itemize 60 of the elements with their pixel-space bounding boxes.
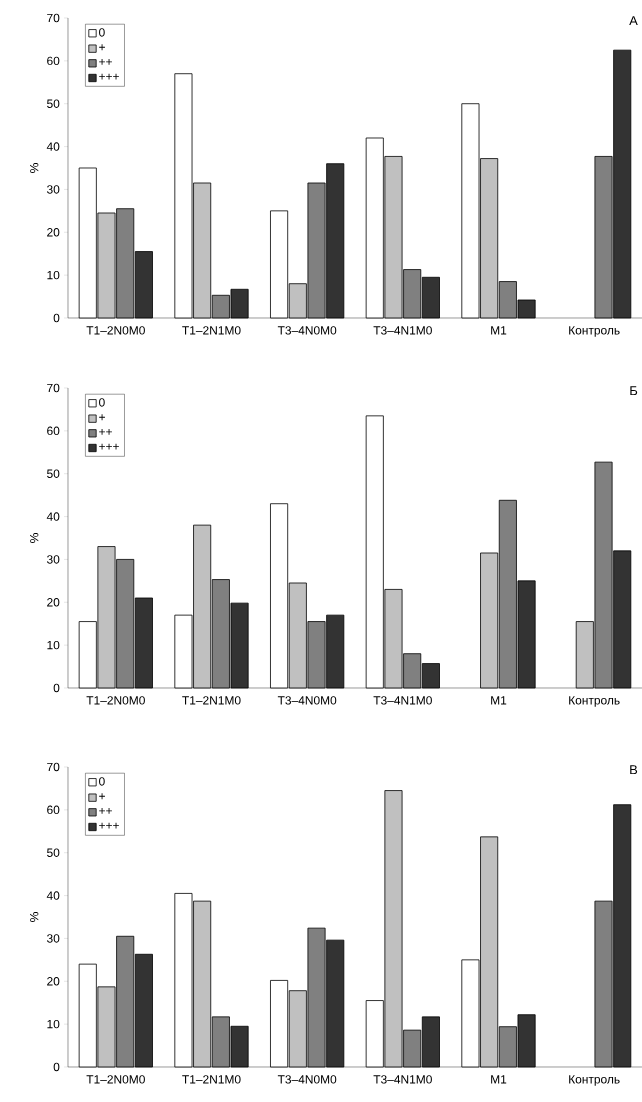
y-tick-label: 20 (47, 598, 60, 607)
legend-label: + (99, 793, 105, 800)
y-axis-title: % (29, 533, 39, 543)
legend-label: ++ (99, 807, 112, 814)
y-tick-label: 50 (46, 848, 60, 857)
legend-label: ++ (99, 58, 112, 65)
y-tick-label: 60 (47, 56, 60, 66)
x-tick-label: M1 (491, 326, 507, 335)
y-tick-label: 30 (46, 934, 60, 943)
x-tick-label: M1 (491, 1075, 507, 1084)
x-tick-label: T3–4N1M0 (373, 326, 432, 335)
y-tick-label: 70 (47, 762, 60, 772)
legend-label: ++ (99, 428, 112, 435)
x-tick-label: Контроль (569, 326, 620, 337)
x-tick-label: T3–4N0M0 (277, 326, 337, 335)
x-tick-label: T3–4N1M0 (373, 1075, 432, 1084)
x-tick-label: T1–2N0M0 (86, 696, 145, 705)
y-tick-label: 20 (47, 228, 60, 237)
y-tick-label: 50 (46, 99, 60, 108)
y-tick-label: 0 (53, 313, 60, 323)
legend-label: + (99, 414, 105, 421)
x-tick-label: T1–2N1M0 (182, 696, 241, 705)
y-tick-label: 10 (47, 1019, 60, 1029)
x-tick-label: Контроль (569, 1075, 620, 1086)
y-tick-label: 10 (47, 640, 60, 650)
legend-label: +++ (99, 822, 119, 829)
y-tick-label: 10 (47, 270, 60, 280)
legend-label: +++ (99, 73, 119, 80)
x-tick-label: M1 (491, 696, 507, 705)
y-axis-title: % (29, 163, 39, 173)
y-tick-label: 0 (53, 683, 60, 693)
legend-label: +++ (99, 443, 119, 450)
y-tick-label: 40 (46, 142, 60, 151)
x-tick-label: T1–2N1M0 (182, 326, 241, 335)
legend-label: 0 (98, 28, 105, 37)
y-axis-title: % (29, 912, 39, 922)
x-tick-label: T1–2N0M0 (86, 1075, 145, 1084)
legend-label: + (99, 44, 105, 51)
x-tick-label: T1–2N0M0 (86, 326, 145, 335)
legend-label: 0 (98, 777, 105, 786)
y-tick-label: 40 (46, 512, 60, 521)
x-tick-label: T1–2N1M0 (182, 1075, 241, 1084)
y-tick-label: 70 (47, 13, 60, 23)
y-tick-label: 60 (47, 426, 60, 436)
y-tick-label: 60 (47, 805, 60, 815)
y-tick-label: 70 (47, 383, 60, 393)
y-tick-label: 50 (46, 469, 60, 478)
chart-title: В (630, 765, 638, 775)
chart-title: Б (630, 386, 638, 396)
y-tick-label: 0 (53, 1062, 60, 1072)
y-tick-label: 30 (46, 185, 60, 194)
chart-title: А (629, 16, 638, 26)
y-tick-label: 20 (47, 977, 60, 986)
x-tick-label: T3–4N0M0 (277, 1075, 337, 1084)
legend-label: 0 (98, 398, 105, 407)
y-tick-label: 30 (46, 555, 60, 564)
x-tick-label: T3–4N1M0 (373, 696, 432, 705)
x-tick-label: T3–4N0M0 (277, 696, 337, 705)
y-tick-label: 40 (46, 891, 60, 900)
x-tick-label: Контроль (569, 696, 620, 707)
